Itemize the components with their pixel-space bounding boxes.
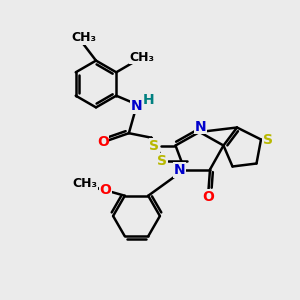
Text: O: O — [97, 135, 109, 149]
Text: O: O — [202, 190, 214, 203]
Text: O: O — [99, 183, 111, 197]
Text: CH₃: CH₃ — [72, 177, 98, 190]
Text: N: N — [130, 99, 142, 113]
Text: S: S — [157, 154, 167, 168]
Text: S: S — [262, 133, 273, 146]
Text: S: S — [149, 139, 160, 152]
Text: H: H — [142, 93, 154, 106]
Text: N: N — [173, 163, 185, 177]
Text: CH₃: CH₃ — [71, 31, 96, 44]
Text: CH₃: CH₃ — [129, 51, 154, 64]
Text: N: N — [194, 120, 206, 134]
